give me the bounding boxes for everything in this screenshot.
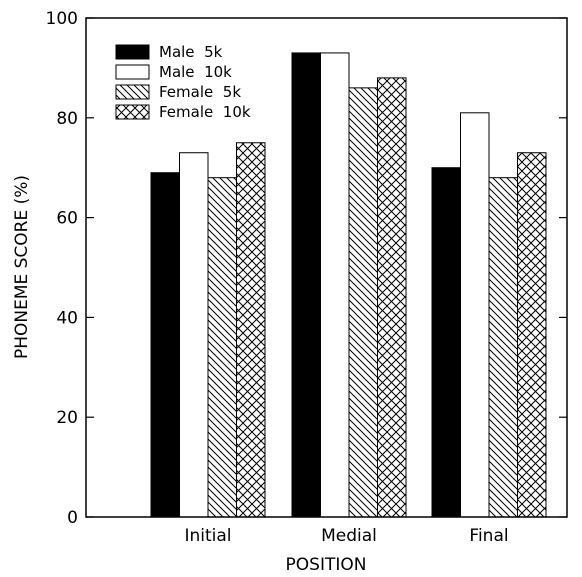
x-tick-label-final: Final <box>469 526 508 546</box>
y-axis-title: PHONEME SCORE (%) <box>12 175 32 359</box>
bar-final-female-5k <box>488 177 518 518</box>
plot-frame <box>85 17 568 518</box>
legend-label-male-10k: Male 10k <box>159 63 232 81</box>
legend-swatch-female-10k <box>115 104 150 120</box>
bar-initial-female-5k <box>207 177 237 518</box>
bar-medial-male-5k <box>291 52 321 518</box>
x-axis-title: POSITION <box>286 555 367 573</box>
legend-label-female-10k: Female 10k <box>159 103 251 121</box>
legend-label-female-5k: Female 5k <box>159 83 241 101</box>
x-tick-label-initial: Initial <box>184 526 231 546</box>
bar-initial-female-10k <box>236 142 266 518</box>
legend-swatch-male-10k <box>115 64 150 80</box>
x-tick-label-medial: Medial <box>321 526 377 546</box>
y-tick-label: 80 <box>56 109 78 129</box>
bar-final-female-10k <box>517 152 547 518</box>
legend-swatch-male-5k <box>115 44 150 60</box>
axis-ticks: 0 20 40 60 80 100 Initial Medial Final <box>46 9 567 546</box>
bar-final-male-10k <box>460 112 490 518</box>
bar-medial-female-10k <box>377 77 407 518</box>
y-tick-label: 100 <box>46 9 78 29</box>
legend-label-male-5k: Male 5k <box>159 43 223 61</box>
legend-swatch-female-5k <box>115 84 150 100</box>
y-tick-label: 60 <box>56 209 78 229</box>
bar-initial-male-10k <box>179 152 209 518</box>
y-tick-label: 0 <box>67 508 78 528</box>
legend: Male 5k Male 10k Female 5k Female 10k <box>115 43 251 121</box>
bars-layer <box>150 52 547 518</box>
y-tick-label: 20 <box>56 408 78 428</box>
bar-medial-female-5k <box>348 87 378 518</box>
bar-initial-male-5k <box>150 172 180 518</box>
bar-final-male-5k <box>431 167 461 518</box>
y-tick-label: 40 <box>56 308 78 328</box>
bar-medial-male-10k <box>320 52 350 518</box>
